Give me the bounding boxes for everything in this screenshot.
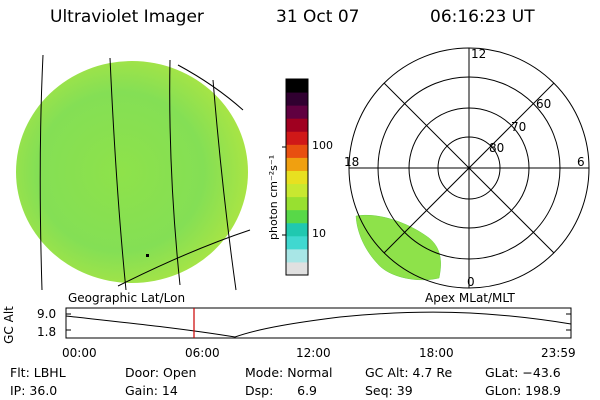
gain-info: Gain: 14 [125, 383, 178, 398]
door-info: Door: Open [125, 365, 197, 380]
colorbar-stop [286, 248, 308, 263]
lat-70-label: 70 [511, 120, 527, 134]
time-tick-3: 18:00 [419, 346, 454, 360]
lat-60-label: 60 [536, 97, 552, 111]
auroral-oval-region [355, 214, 441, 281]
colorbar-stop [286, 144, 308, 158]
polar-plot [348, 47, 590, 289]
altitude-timeline [65, 307, 572, 339]
colorbar-stop [286, 222, 308, 237]
lat-80-label: 80 [489, 141, 505, 155]
colorbar-stop [286, 209, 308, 224]
time-tick-4: 23:59 [541, 346, 576, 360]
uvi-disk [16, 61, 248, 283]
colorbar-stop [286, 105, 308, 119]
time-tick-2: 12:00 [296, 346, 331, 360]
ip-info: IP: 36.0 [10, 383, 58, 398]
gc-alt-info: GC Alt: 4.7 Re [365, 365, 453, 380]
mlt-0-label: 0 [467, 275, 475, 289]
colorbar-stop [286, 196, 308, 211]
glon-info: GLon: 198.9 [485, 383, 561, 398]
altitude-max-label: 9.0 [37, 307, 57, 321]
colorbar-stop [286, 79, 308, 93]
filter-info: Flt: LBHL [10, 365, 66, 380]
right-panel-caption: Apex MLat/MLT [425, 291, 515, 305]
altitude-curve [65, 311, 572, 338]
altitude-min-label: 1.8 [37, 325, 57, 339]
observation-time: 06:16:23 UT [430, 7, 535, 27]
geographic-image [16, 54, 251, 291]
geo-grid [39, 54, 251, 291]
colorbar-stop [286, 92, 308, 106]
mode-info: Mode: Normal [245, 365, 333, 380]
colorbar-stop [286, 157, 308, 171]
colorbar-stop [286, 183, 308, 198]
seq-info: Seq: 39 [365, 383, 413, 398]
colorbar-stop [286, 131, 308, 145]
mlt-18-label: 18 [344, 155, 360, 169]
colorbar-stop [286, 261, 308, 276]
colorbar-tick-10: 10 [312, 227, 326, 240]
time-tick-0: 00:00 [62, 346, 97, 360]
dsp-info: Dsp: 6.9 [245, 383, 318, 398]
mlt-12-label: 12 [471, 47, 487, 61]
glat-info: GLat: −43.6 [485, 365, 561, 380]
colorbar-stop [286, 118, 308, 132]
colorbar-unit-label: photon cm⁻²s⁻¹ [267, 155, 280, 240]
time-tick-1: 06:00 [185, 346, 220, 360]
colorbar-stop [286, 170, 308, 185]
colorbar-stop [286, 235, 308, 250]
colorbar: photon cm⁻²s⁻¹ [267, 78, 309, 276]
colorbar-tick-100: 100 [312, 139, 333, 152]
observation-date: 31 Oct 07 [276, 7, 360, 27]
left-panel-caption: Geographic Lat/Lon [68, 291, 186, 305]
instrument-title: Ultraviolet Imager [50, 7, 204, 27]
mlt-6-label: 6 [577, 155, 585, 169]
